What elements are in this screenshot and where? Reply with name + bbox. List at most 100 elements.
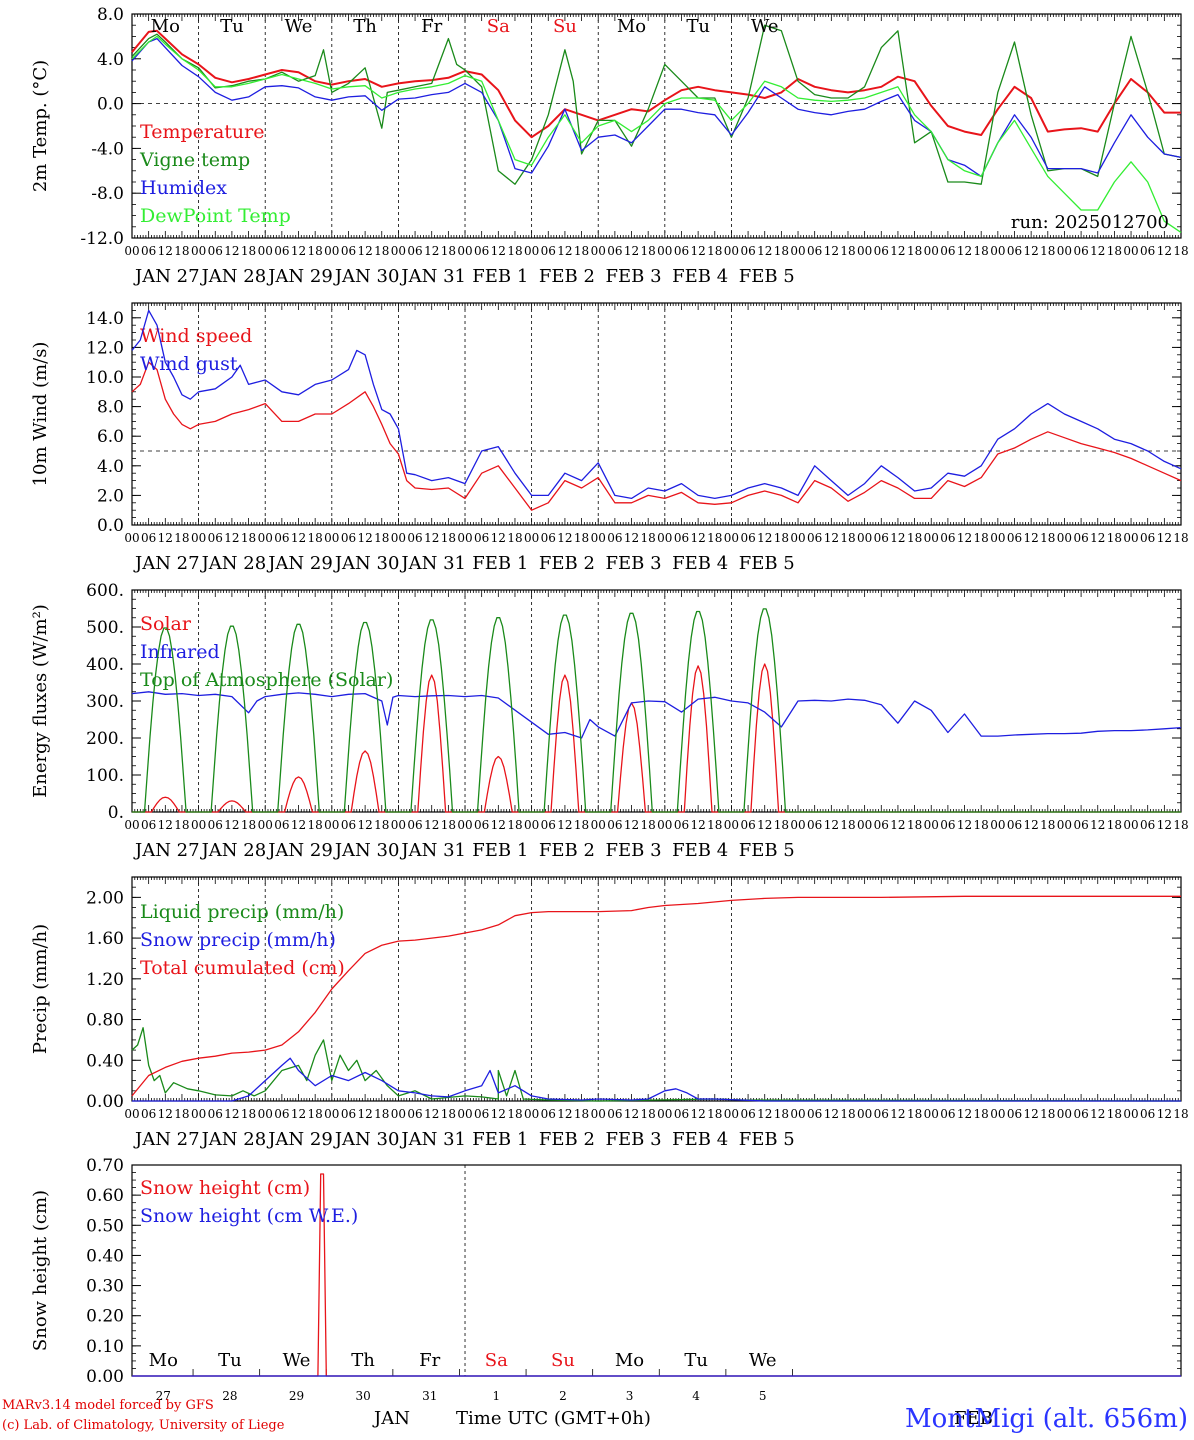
weekday-label: Tu (218, 1350, 242, 1371)
hour-tick-label: 18 (441, 1107, 456, 1121)
hour-tick-label: 18 (241, 531, 256, 545)
hour-tick-label: 06 (1140, 531, 1155, 545)
hour-tick-label: 18 (308, 531, 323, 545)
hour-tick-label: 06 (940, 818, 955, 832)
hour-tick-label: 00 (790, 244, 805, 258)
hour-tick-label: 00 (124, 1107, 139, 1121)
hour-tick-label: 00 (124, 244, 139, 258)
hour-tick-label: 00 (391, 818, 406, 832)
weekday-label: Su (551, 1350, 575, 1371)
hour-tick-label: 18 (641, 531, 656, 545)
series-line-liquid-precip-mm-h- (131, 1027, 1182, 1102)
hour-tick-label: 12 (491, 818, 506, 832)
hour-tick-label: 06 (407, 531, 422, 545)
y-tick-label: 400. (86, 655, 124, 675)
hour-tick-label: 12 (557, 531, 572, 545)
date-label: FEB 1 (472, 266, 528, 287)
hour-tick-label: 18 (507, 244, 522, 258)
hour-tick-label: 00 (258, 818, 273, 832)
hour-tick-label: 06 (740, 818, 755, 832)
y-axis-label: 10m Wind (m/s) (30, 342, 51, 487)
series-line-temperature (131, 29, 1181, 139)
hour-tick-label: 06 (474, 1107, 489, 1121)
copyright-credit: (c) Lab. of Climatology, University of L… (2, 1418, 285, 1433)
hour-tick-label: 18 (441, 244, 456, 258)
hour-tick-label: 12 (1024, 244, 1039, 258)
date-label: FEB 3 (606, 840, 662, 861)
hour-tick-label: 18 (374, 244, 389, 258)
hour-tick-label: 18 (1173, 1107, 1188, 1121)
hour-tick-label: 18 (1040, 818, 1055, 832)
date-label: FEB 4 (672, 840, 728, 861)
hour-tick-label: 00 (990, 1107, 1005, 1121)
hour-tick-label: 12 (1157, 531, 1172, 545)
hour-tick-label: 06 (541, 1107, 556, 1121)
hour-tick-label: 00 (657, 244, 672, 258)
y-tick-label: 500. (86, 618, 124, 638)
y-tick-label: 100. (86, 766, 124, 786)
hour-tick-label: 06 (807, 1107, 822, 1121)
hour-tick-label: 00 (324, 818, 339, 832)
hour-tick-label: 18 (308, 244, 323, 258)
hour-tick-label: 12 (291, 244, 306, 258)
hour-tick-label: 06 (807, 818, 822, 832)
date-label: JAN 27 (133, 1129, 200, 1150)
hour-tick-label: 00 (391, 1107, 406, 1121)
hour-tick-label: 12 (824, 531, 839, 545)
hour-tick-label: 00 (591, 818, 606, 832)
hour-tick-label: 12 (1090, 1107, 1105, 1121)
y-tick-label: 0.0 (97, 516, 124, 536)
series-line-snow-precip-mm-h- (132, 1057, 1181, 1102)
hour-tick-label: 12 (1090, 244, 1105, 258)
date-label: JAN 31 (399, 1129, 466, 1150)
hour-tick-label: 12 (757, 244, 772, 258)
hour-tick-label: 12 (890, 1107, 905, 1121)
hour-tick-label: 00 (924, 531, 939, 545)
date-label: FEB 2 (539, 553, 595, 574)
hour-tick-label: 12 (957, 244, 972, 258)
hour-tick-label: 18 (907, 531, 922, 545)
day-number-label: 5 (759, 1389, 767, 1403)
hour-tick-label: 18 (907, 1107, 922, 1121)
hour-tick-label: 06 (341, 531, 356, 545)
hour-tick-label: 12 (557, 1107, 572, 1121)
hour-tick-label: 06 (474, 531, 489, 545)
hour-tick-label: 12 (957, 531, 972, 545)
date-label: JAN 30 (333, 553, 400, 574)
hour-tick-label: 12 (491, 244, 506, 258)
hour-tick-label: 06 (208, 1107, 223, 1121)
hour-tick-label: 12 (357, 244, 372, 258)
weekday-label: Sa (485, 1350, 508, 1371)
date-label: FEB 5 (739, 266, 795, 287)
hour-tick-label: 06 (940, 1107, 955, 1121)
hour-tick-label: 12 (1157, 818, 1172, 832)
y-tick-label: -12.0 (80, 229, 124, 249)
hour-tick-label: 12 (690, 244, 705, 258)
legend-entry: Wind gust (140, 353, 238, 375)
legend-entry: Wind speed (140, 325, 252, 347)
hour-tick-label: 06 (940, 531, 955, 545)
y-tick-label: 1.20 (86, 970, 124, 990)
y-tick-label: 0.10 (86, 1337, 124, 1357)
y-tick-label: 0.80 (86, 1011, 124, 1031)
y-axis-label: 2m Temp. (°C) (30, 60, 51, 192)
hour-tick-label: 00 (524, 1107, 539, 1121)
hour-tick-label: 12 (890, 531, 905, 545)
hour-tick-label: 18 (774, 244, 789, 258)
hour-tick-label: 06 (1007, 531, 1022, 545)
hour-tick-label: 00 (524, 531, 539, 545)
weekday-label: We (749, 1350, 777, 1371)
date-label: JAN 27 (133, 266, 200, 287)
hour-tick-label: 12 (357, 1107, 372, 1121)
hour-tick-label: 06 (141, 531, 156, 545)
legend-entry: Liquid precip (mm/h) (140, 901, 344, 923)
date-label: FEB 2 (539, 1129, 595, 1150)
hour-tick-label: 06 (541, 531, 556, 545)
weekday-label: Tu (220, 16, 244, 37)
hour-tick-label: 12 (424, 1107, 439, 1121)
date-label: JAN 28 (200, 553, 267, 574)
y-tick-label: 0.40 (86, 1246, 124, 1266)
date-label: JAN 31 (399, 840, 466, 861)
hour-tick-label: 06 (141, 1107, 156, 1121)
y-tick-label: 0.50 (86, 1216, 124, 1236)
